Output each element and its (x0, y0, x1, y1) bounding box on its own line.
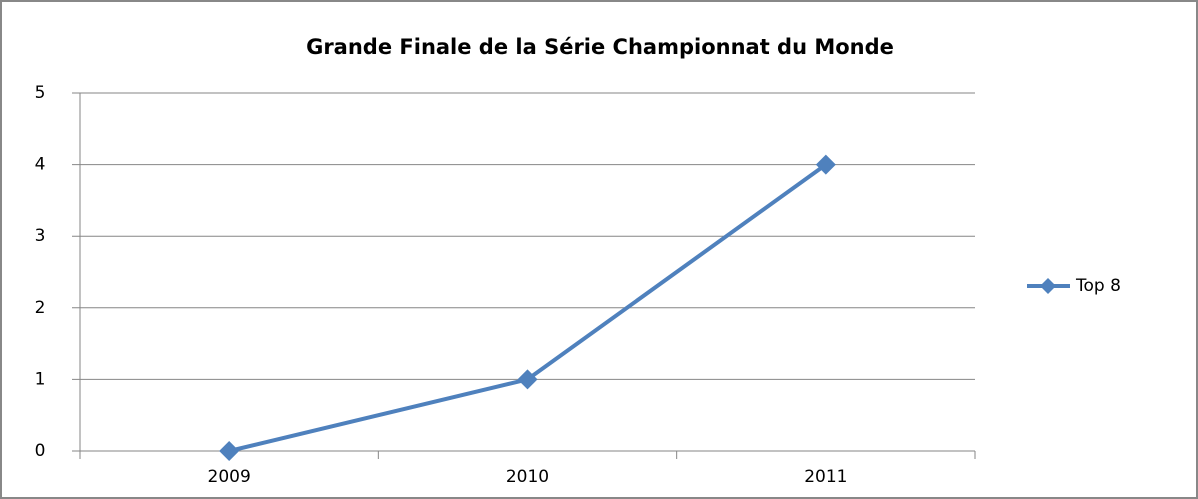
legend-label: Top 8 (1075, 276, 1121, 296)
legend-marker (1040, 278, 1056, 294)
x-tick-label: 2009 (208, 467, 251, 487)
y-tick-label: 3 (35, 226, 46, 246)
x-tick-label: 2011 (804, 467, 847, 487)
y-tick-label: 4 (35, 155, 46, 175)
y-tick-label: 0 (35, 441, 46, 461)
x-tick-label: 2010 (506, 467, 549, 487)
y-tick-label: 2 (35, 298, 46, 318)
chart-title: Grande Finale de la Série Championnat du… (306, 35, 894, 59)
marker (815, 154, 836, 175)
marker (219, 441, 240, 461)
y-tick-label: 1 (35, 369, 46, 389)
marker (517, 369, 538, 390)
y-tick-label: 5 (35, 83, 46, 103)
